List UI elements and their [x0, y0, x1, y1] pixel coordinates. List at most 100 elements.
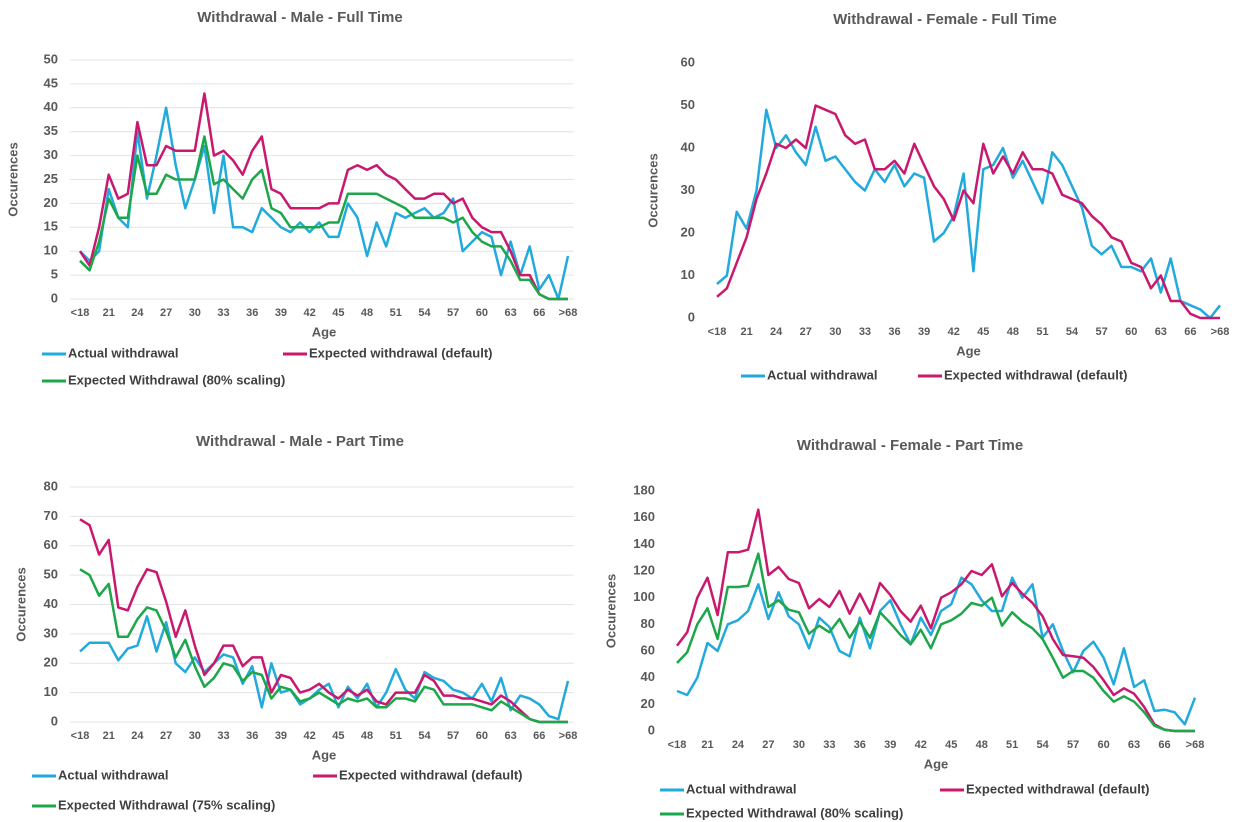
x-tick-label: 51 — [1036, 326, 1048, 338]
y-tick-label: 60 — [641, 642, 655, 657]
y-axis-title: Occurences — [5, 142, 20, 216]
y-tick-label: 50 — [44, 51, 58, 66]
x-tick-label: <18 — [708, 326, 727, 338]
x-tick-label: 30 — [189, 730, 201, 742]
x-tick-label: 24 — [770, 326, 783, 338]
y-tick-label: 15 — [44, 219, 58, 234]
x-tick-label: 66 — [533, 307, 545, 319]
x-tick-label: 27 — [762, 739, 774, 751]
x-tick-label: <18 — [71, 730, 90, 742]
x-tick-label: 36 — [888, 326, 900, 338]
y-tick-label: 40 — [44, 596, 58, 611]
series-line — [676, 508, 1195, 733]
y-tick-label: 180 — [633, 482, 655, 497]
legend-label: Expected withdrawal (default) — [966, 781, 1149, 796]
x-tick-label: 27 — [800, 326, 812, 338]
y-tick-label: 50 — [44, 567, 58, 582]
x-tick-label: 57 — [1067, 739, 1079, 751]
x-tick-label: 51 — [390, 307, 402, 319]
x-tick-label: >68 — [559, 307, 578, 319]
x-tick-label: <18 — [71, 307, 90, 319]
y-tick-label: 35 — [44, 123, 58, 138]
y-tick-label: 20 — [681, 224, 695, 239]
x-tick-label: 39 — [884, 739, 896, 751]
x-tick-label: 48 — [976, 739, 988, 751]
x-tick-label: 60 — [476, 307, 488, 319]
y-tick-label: 80 — [641, 616, 655, 631]
chart-title: Withdrawal - Male - Full Time — [197, 9, 402, 26]
x-tick-label: <18 — [668, 739, 687, 751]
x-tick-label: 33 — [823, 739, 835, 751]
legend-label: Expected Withdrawal (80% scaling) — [68, 372, 285, 387]
x-tick-label: 57 — [1096, 326, 1108, 338]
legend-label: Actual withdrawal — [767, 367, 878, 382]
x-tick-label: 36 — [246, 730, 258, 742]
x-tick-label: 66 — [1184, 326, 1196, 338]
legend-label: Actual withdrawal — [68, 345, 179, 360]
x-tick-label: 27 — [160, 307, 172, 319]
chart-title: Withdrawal - Male - Part Time — [196, 433, 404, 450]
x-tick-label: 51 — [1006, 739, 1018, 751]
y-tick-label: 60 — [44, 537, 58, 552]
y-tick-label: 60 — [681, 54, 695, 69]
x-tick-label: 66 — [533, 730, 545, 742]
y-tick-label: 100 — [633, 589, 655, 604]
x-tick-label: 51 — [390, 730, 402, 742]
y-tick-label: 25 — [44, 171, 58, 186]
legend-label: Expected Withdrawal (75% scaling) — [58, 797, 275, 812]
series-line — [79, 568, 568, 724]
x-tick-label: 63 — [504, 730, 516, 742]
x-tick-label: 45 — [332, 307, 344, 319]
y-tick-label: 30 — [681, 182, 695, 197]
x-tick-label: 30 — [189, 307, 201, 319]
series-line — [79, 135, 568, 301]
series-line — [79, 518, 568, 724]
x-tick-label: 33 — [217, 307, 229, 319]
x-tick-label: 54 — [418, 730, 431, 742]
x-tick-label: 36 — [246, 307, 258, 319]
x-tick-label: 66 — [1158, 739, 1170, 751]
y-tick-label: 30 — [44, 625, 58, 640]
x-tick-label: 48 — [361, 730, 373, 742]
x-tick-label: 39 — [918, 326, 930, 338]
y-axis-title: Occurences — [13, 567, 28, 641]
x-tick-label: 63 — [1128, 739, 1140, 751]
x-tick-label: 24 — [131, 730, 144, 742]
x-tick-label: 60 — [476, 730, 488, 742]
x-tick-label: 21 — [103, 730, 115, 742]
x-tick-label: 30 — [829, 326, 841, 338]
series-line — [716, 104, 1220, 320]
series-line — [78, 92, 568, 301]
x-tick-label: 24 — [732, 739, 745, 751]
x-tick-label: 21 — [103, 307, 115, 319]
x-tick-label: 57 — [447, 730, 459, 742]
x-tick-label: 54 — [418, 307, 431, 319]
y-tick-label: 70 — [44, 508, 58, 523]
x-tick-label: 33 — [217, 730, 229, 742]
y-tick-label: 5 — [51, 267, 58, 282]
x-tick-label: 57 — [447, 307, 459, 319]
y-tick-label: 30 — [44, 147, 58, 162]
series-line — [676, 576, 1197, 726]
x-tick-label: 45 — [977, 326, 989, 338]
x-axis-title: Age — [956, 343, 981, 358]
y-tick-label: 0 — [648, 722, 655, 737]
chart-title: Withdrawal - Female - Full Time — [833, 11, 1057, 28]
y-axis-title: Occurences — [603, 574, 618, 648]
y-tick-label: 40 — [44, 99, 58, 114]
x-tick-label: 63 — [504, 307, 516, 319]
x-tick-label: 42 — [948, 326, 960, 338]
y-tick-label: 140 — [633, 536, 655, 551]
x-tick-label: 21 — [701, 739, 713, 751]
x-tick-label: 63 — [1155, 326, 1167, 338]
series-line — [676, 552, 1195, 733]
y-tick-label: 0 — [51, 290, 58, 305]
x-tick-label: 24 — [131, 307, 144, 319]
x-tick-label: 54 — [1066, 326, 1079, 338]
x-tick-label: 48 — [361, 307, 373, 319]
y-tick-label: 45 — [44, 75, 58, 90]
x-tick-label: 39 — [275, 730, 287, 742]
series-line — [716, 108, 1221, 320]
series-line — [79, 106, 570, 301]
